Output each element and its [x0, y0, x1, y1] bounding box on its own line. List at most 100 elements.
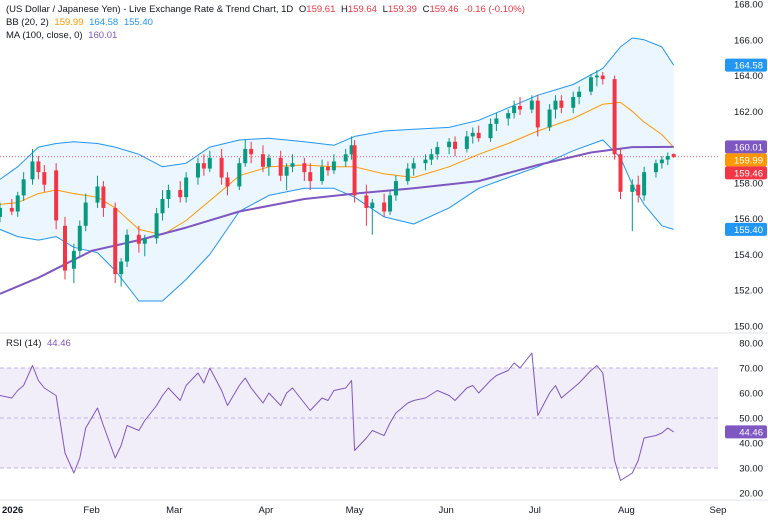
candle-body[interactable] [42, 172, 47, 185]
candle-body[interactable] [535, 100, 540, 128]
candle-body[interactable] [95, 186, 100, 203]
candle-body[interactable] [219, 157, 224, 178]
candle-body[interactable] [278, 157, 283, 176]
price-y-tick-label: 154.00 [734, 250, 763, 261]
candle-body[interactable] [370, 202, 375, 208]
candle-body[interactable] [54, 170, 59, 221]
candle-body[interactable] [195, 163, 200, 178]
price-badge-label: 164.58 [734, 61, 763, 72]
candle-body[interactable] [388, 195, 393, 212]
candle-body[interactable] [665, 156, 670, 160]
price-badge [725, 222, 767, 236]
price-pane[interactable]: 150.00152.00154.00156.00158.00160.00162.… [0, 0, 768, 334]
candle-body[interactable] [577, 91, 582, 98]
candle-body[interactable] [594, 75, 599, 78]
candle-body[interactable] [659, 159, 664, 164]
candle-body[interactable] [308, 172, 313, 182]
candle-body[interactable] [207, 157, 212, 169]
candle-body[interactable] [642, 172, 647, 196]
candle-body[interactable] [470, 132, 475, 137]
candle-body[interactable] [184, 177, 189, 198]
x-tick-label: Jul [529, 505, 541, 516]
candle-body[interactable] [290, 163, 295, 167]
candle-body[interactable] [618, 154, 623, 192]
candle-body[interactable] [506, 113, 511, 119]
candle-body[interactable] [21, 179, 26, 196]
candle-body[interactable] [125, 234, 130, 262]
candle-body[interactable] [553, 100, 558, 110]
candle-body[interactable] [36, 161, 41, 173]
candle-body[interactable] [142, 238, 147, 244]
candle-body[interactable] [237, 163, 242, 187]
candle-body[interactable] [464, 136, 469, 149]
candle-body[interactable] [63, 225, 68, 271]
candle-body[interactable] [364, 195, 369, 208]
candle-body[interactable] [325, 166, 330, 171]
candle-body[interactable] [429, 154, 434, 160]
candle-body[interactable] [119, 261, 124, 275]
candle-body[interactable] [9, 207, 14, 212]
ohlc-change: -0.16 (-0.10%) [464, 4, 525, 15]
candle-body[interactable] [476, 132, 481, 139]
bb-upper-value: 164.58 [89, 17, 119, 28]
candle-body[interactable] [405, 168, 410, 182]
candle-body[interactable] [113, 207, 118, 275]
candle-body[interactable] [612, 79, 617, 155]
candle-body[interactable] [423, 159, 428, 164]
candle-body[interactable] [447, 141, 452, 148]
candle-body[interactable] [266, 157, 271, 167]
candle-body[interactable] [302, 163, 307, 173]
rsi-y-tick-label: 50.00 [739, 414, 763, 425]
candle-body[interactable] [71, 250, 76, 269]
candle-body[interactable] [343, 154, 348, 162]
candle-body[interactable] [160, 198, 165, 214]
candle-body[interactable] [352, 145, 357, 196]
candle-body[interactable] [671, 154, 676, 157]
candle-body[interactable] [83, 202, 88, 226]
candle-body[interactable] [320, 166, 325, 182]
candle-body[interactable] [393, 181, 398, 196]
candle-body[interactable] [136, 234, 141, 244]
candle-body[interactable] [260, 154, 265, 167]
candle-body[interactable] [77, 225, 82, 251]
rsi-y-tick-label: 80.00 [739, 339, 763, 350]
rsi-value-badge [725, 425, 767, 439]
candle-body[interactable] [411, 163, 416, 169]
candle-body[interactable] [494, 118, 499, 124]
candle-body[interactable] [571, 97, 576, 108]
rsi-pane[interactable]: 20.00 30.00 40.00 50.00 60.00 70.00 80.00 44.46 [0, 339, 767, 500]
candle-body[interactable] [518, 105, 523, 110]
candle-body[interactable] [435, 147, 440, 155]
candle-body[interactable] [453, 141, 458, 149]
price-badge [725, 58, 767, 72]
candle-body[interactable] [284, 166, 289, 176]
candle-body[interactable] [559, 100, 564, 108]
candle-body[interactable] [15, 195, 20, 212]
candle-body[interactable] [630, 184, 635, 192]
candle-body[interactable] [30, 161, 35, 180]
candle-body[interactable] [600, 75, 605, 80]
candle-body[interactable] [588, 77, 593, 92]
candle-body[interactable] [249, 148, 254, 155]
candle-body[interactable] [331, 161, 336, 171]
candle-body[interactable] [225, 177, 230, 187]
candle-body[interactable] [154, 213, 159, 239]
candle-body[interactable] [512, 105, 517, 114]
candle-body[interactable] [653, 163, 658, 173]
candle-body[interactable] [101, 186, 106, 208]
candle-body[interactable] [547, 109, 552, 128]
price-badge [725, 153, 767, 167]
candle-body[interactable] [178, 190, 183, 198]
ohlc-high-label: H [341, 4, 348, 15]
candle-body[interactable] [636, 184, 641, 196]
candle-body[interactable] [488, 123, 493, 139]
candle-body[interactable] [201, 163, 206, 169]
candle-body[interactable] [243, 148, 248, 164]
price-y-tick-label: 164.00 [734, 71, 763, 82]
candle-body[interactable] [166, 190, 171, 199]
candle-body[interactable] [382, 202, 387, 212]
candle-body[interactable] [529, 100, 534, 110]
candle-body[interactable] [0, 207, 2, 217]
candle-body[interactable] [349, 145, 354, 155]
